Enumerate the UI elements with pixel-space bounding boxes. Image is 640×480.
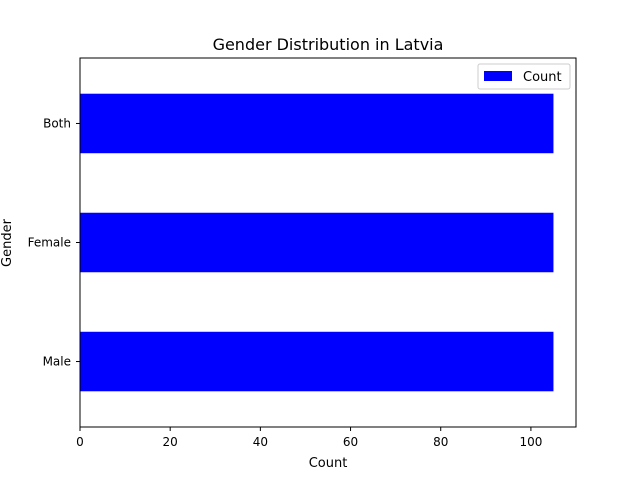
y-tick-label: Female [28, 236, 71, 250]
bar-both [80, 93, 554, 154]
plot-frame [79, 57, 577, 428]
x-axis-ticks: 0 20 40 60 80 100 [76, 427, 542, 449]
bar-male [80, 331, 554, 392]
y-axis-ticks: Male Female Both [28, 116, 80, 369]
x-tick-label: 60 [343, 435, 358, 449]
y-axis-label: Gender [0, 218, 15, 267]
legend: Count [477, 63, 571, 90]
x-tick-label: 20 [163, 435, 178, 449]
bars-group [80, 93, 554, 392]
legend-label: Count [523, 70, 562, 85]
chart-title: Gender Distribution in Latvia [213, 35, 444, 54]
x-tick-label: 80 [433, 435, 448, 449]
x-axis-label: Count [309, 456, 348, 471]
x-tick-label: 40 [253, 435, 268, 449]
y-tick-label: Male [43, 355, 71, 369]
legend-swatch [484, 71, 512, 81]
x-tick-label: 100 [519, 435, 542, 449]
y-tick-label: Both [43, 116, 71, 130]
legend-box [477, 63, 571, 90]
x-tick-label: 0 [76, 435, 84, 449]
bar-female [80, 212, 554, 273]
